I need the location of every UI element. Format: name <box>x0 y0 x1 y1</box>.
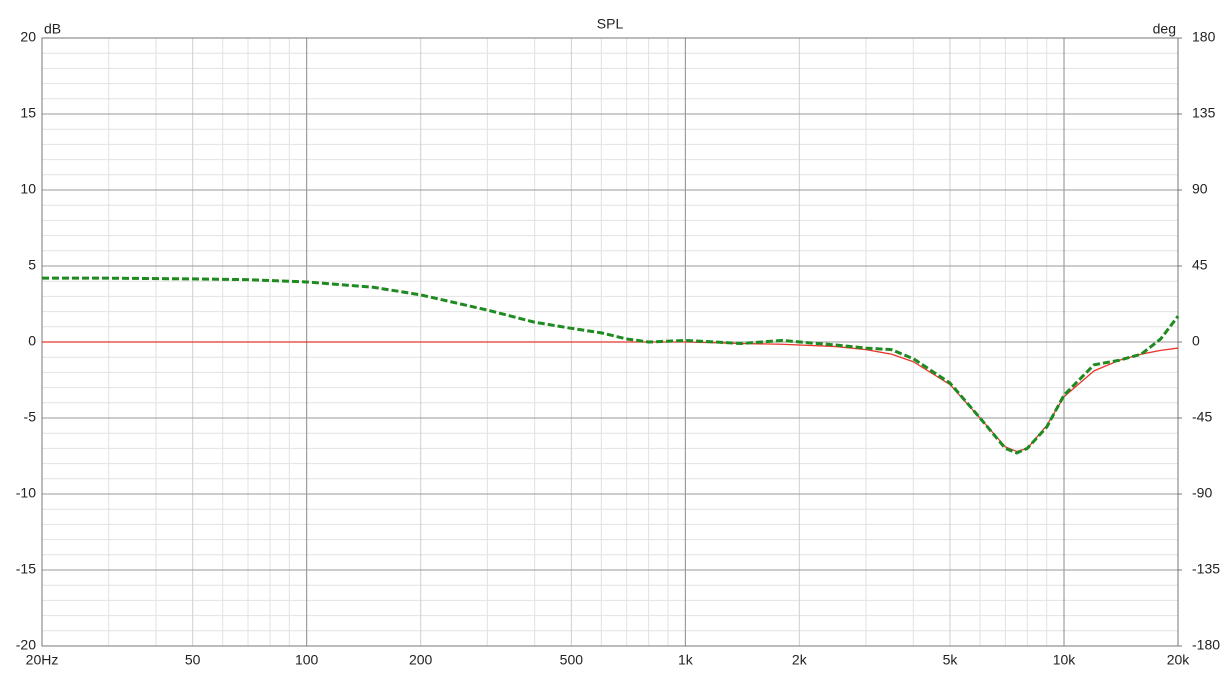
x-tick-label: 10k <box>1053 652 1077 668</box>
y-tick-label: 10 <box>20 181 36 197</box>
x-tick-label: 100 <box>295 652 319 668</box>
y-tick-label: -20 <box>16 637 36 653</box>
x-tick-label: 1k <box>678 652 694 668</box>
x-tick-label: 20Hz <box>26 652 59 668</box>
series-line <box>42 341 1179 453</box>
chart-title: SPL <box>597 16 624 32</box>
y2-tick-label: 0 <box>1192 333 1200 349</box>
x-tick-label: 500 <box>560 652 584 668</box>
y-tick-label: -5 <box>24 409 37 425</box>
y-tick-label: -15 <box>16 561 36 577</box>
y-tick-label: 20 <box>20 29 36 45</box>
y2-tick-label: 90 <box>1192 181 1208 197</box>
x-tick-label: 5k <box>943 652 959 668</box>
y2-tick-label: -90 <box>1192 485 1212 501</box>
y-tick-label: 15 <box>20 105 36 121</box>
y-tick-label: -10 <box>16 485 36 501</box>
y2-axis-label: deg <box>1153 21 1176 37</box>
x-tick-label: 20k <box>1167 652 1191 668</box>
y2-tick-label: -180 <box>1192 637 1220 653</box>
y2-tick-label: -135 <box>1192 561 1220 577</box>
y2-tick-label: -45 <box>1192 409 1212 425</box>
y-tick-label: 5 <box>28 257 36 273</box>
x-tick-label: 50 <box>185 652 201 668</box>
y2-tick-label: 45 <box>1192 257 1208 273</box>
x-tick-label: 2k <box>792 652 808 668</box>
y-axis-label: dB <box>44 21 61 37</box>
x-tick-label: 200 <box>409 652 433 668</box>
series-line <box>42 276 1180 455</box>
y2-tick-label: 180 <box>1192 29 1216 45</box>
y-tick-label: 0 <box>28 333 36 349</box>
y2-tick-label: 135 <box>1192 105 1216 121</box>
